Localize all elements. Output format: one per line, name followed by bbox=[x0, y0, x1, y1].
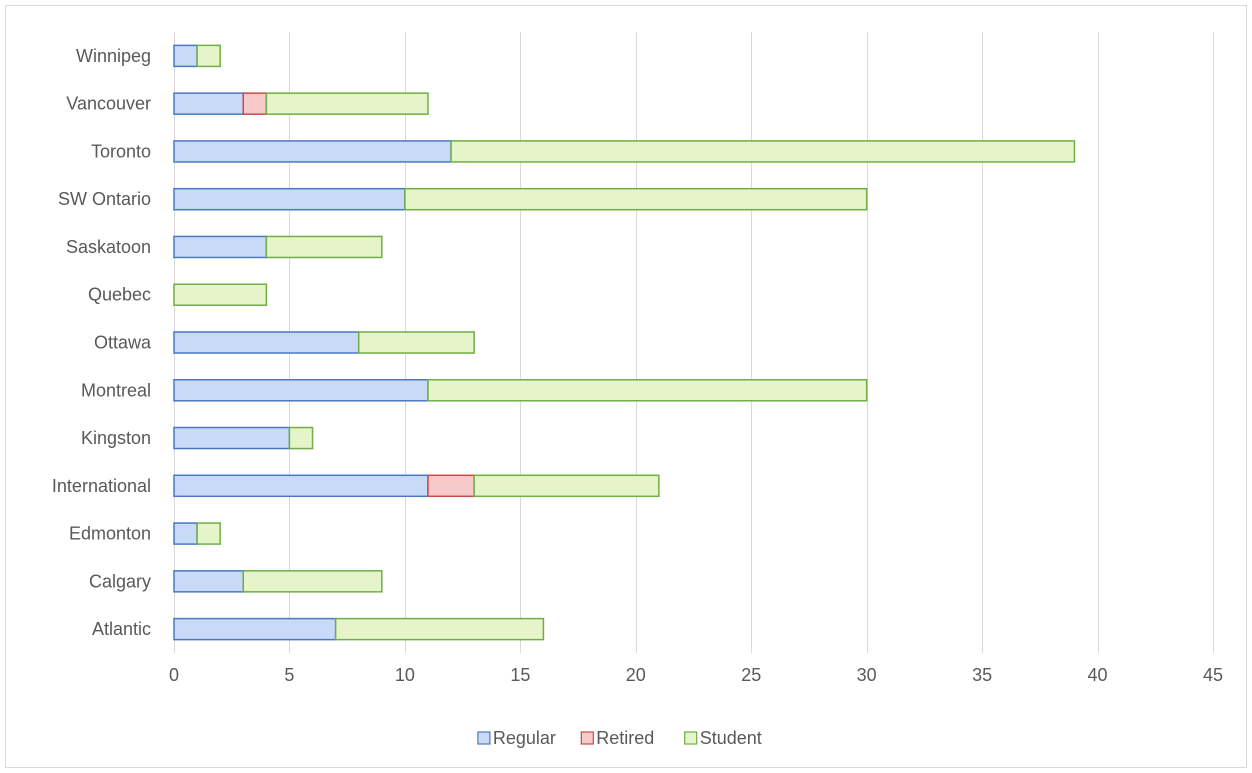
legend-swatch-retired bbox=[580, 731, 594, 745]
x-tick-label-0: 0 bbox=[169, 665, 179, 685]
category-label-calgary: Calgary bbox=[89, 571, 151, 591]
category-label-ottawa: Ottawa bbox=[94, 333, 152, 353]
bars bbox=[173, 44, 1076, 641]
category-label-montreal: Montreal bbox=[81, 380, 151, 400]
x-tick-label-5: 5 bbox=[284, 665, 294, 685]
bar-kingston-student bbox=[288, 426, 314, 450]
x-tick-label-25: 25 bbox=[741, 665, 761, 685]
bar-vancouver-retired bbox=[242, 92, 268, 115]
bar-vancouver-student bbox=[265, 92, 429, 115]
bar-montreal-regular bbox=[173, 379, 429, 402]
bar-sw-ontario-regular bbox=[173, 187, 406, 211]
bar-ottawa-regular bbox=[173, 331, 360, 354]
category-label-saskatoon: Saskatoon bbox=[66, 237, 151, 257]
x-tick-label-40: 40 bbox=[1088, 665, 1108, 685]
x-tick-labels: 0 5 10 15 20 25 30 35 40 45 bbox=[169, 665, 1223, 685]
bar-vancouver-regular bbox=[173, 92, 245, 115]
category-label-kingston: Kingston bbox=[81, 428, 151, 448]
legend-label-regular: Regular bbox=[493, 728, 556, 748]
bar-saskatoon-student bbox=[265, 235, 383, 259]
category-label-international: International bbox=[52, 476, 151, 496]
category-label-atlantic: Atlantic bbox=[92, 619, 151, 639]
bar-edmonton-student bbox=[196, 522, 221, 545]
category-label-sw-ontario: SW Ontario bbox=[58, 189, 151, 209]
legend: Regular Retired Student bbox=[477, 728, 762, 748]
bar-quebec-student bbox=[173, 283, 268, 306]
x-tick-label-15: 15 bbox=[510, 665, 530, 685]
bar-edmonton-regular bbox=[173, 522, 198, 545]
bar-winnipeg-student bbox=[196, 44, 221, 68]
bar-calgary-regular bbox=[173, 570, 245, 593]
x-tick-label-30: 30 bbox=[857, 665, 877, 685]
legend-label-student: Student bbox=[700, 728, 762, 748]
bar-international-regular bbox=[173, 474, 429, 498]
category-label-edmonton: Edmonton bbox=[69, 524, 151, 544]
bar-montreal-student bbox=[427, 379, 868, 402]
category-label-winnipeg: Winnipeg bbox=[76, 46, 151, 66]
bar-kingston-regular bbox=[173, 426, 291, 450]
x-tick-label-10: 10 bbox=[395, 665, 415, 685]
bar-atlantic-regular bbox=[173, 617, 337, 641]
bar-saskatoon-regular bbox=[173, 235, 268, 259]
x-tick-label-20: 20 bbox=[626, 665, 646, 685]
legend-label-retired: Retired bbox=[596, 728, 654, 748]
category-label-quebec: Quebec bbox=[88, 285, 151, 305]
bar-toronto-student bbox=[450, 140, 1076, 163]
bar-calgary-student bbox=[242, 570, 383, 593]
legend-swatch-student bbox=[684, 731, 698, 745]
bar-sw-ontario-student bbox=[404, 187, 868, 211]
bar-international-student bbox=[473, 474, 660, 498]
x-tick-label-45: 45 bbox=[1203, 665, 1223, 685]
bar-international-retired bbox=[427, 474, 475, 498]
bar-ottawa-student bbox=[357, 331, 475, 354]
category-label-vancouver: Vancouver bbox=[66, 94, 151, 114]
category-label-toronto: Toronto bbox=[91, 141, 151, 161]
bar-toronto-regular bbox=[173, 140, 452, 163]
bar-atlantic-student bbox=[334, 617, 545, 641]
category-labels: Atlantic Calgary Edmonton International King… bbox=[52, 46, 152, 639]
x-tick-label-35: 35 bbox=[972, 665, 992, 685]
gridlines bbox=[174, 32, 1214, 653]
bar-winnipeg-regular bbox=[173, 44, 198, 68]
legend-swatch-regular bbox=[477, 731, 491, 745]
